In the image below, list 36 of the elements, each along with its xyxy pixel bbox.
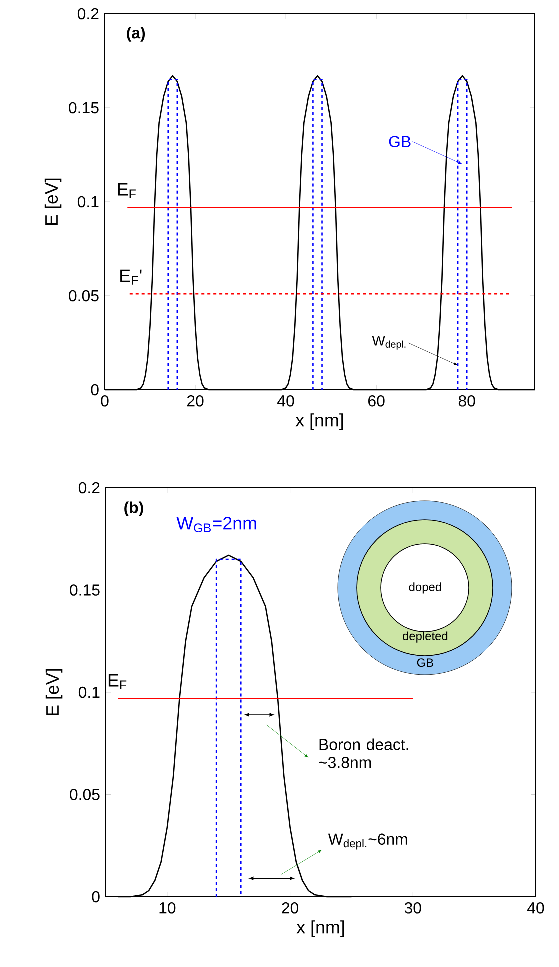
x-tick-label: 40 [527,902,544,914]
y-tick-label: 0.2 [78,482,100,494]
annotation: (b) [124,502,144,517]
annotation: W$_{GB}$=2nm [176,517,256,533]
x-tick-label: 60 [368,396,385,407]
x-tick-label: 0 [101,396,109,407]
y-tick-label: 0.05 [70,789,100,800]
x-tick-label: 10 [160,902,176,914]
annotation: W$_{depl.}$~6nm [328,834,408,850]
annotation: W$_{depl.}$ [372,336,406,350]
y-tick-label: 0 [92,891,100,903]
x-axis-title: x [nm] [296,414,344,430]
series-label: E$_{F}$' [120,270,142,285]
x-axis-title: x [nm] [296,920,344,938]
y-tick-label: 0.1 [78,686,100,698]
y-tick-label: 0.1 [78,196,99,208]
annotation: GB [417,658,434,668]
series-label: E$_{F}$ [108,674,127,690]
y-tick-label: 0.15 [69,102,99,114]
x-tick-label: 20 [187,396,204,407]
annotation: depleted [402,632,448,643]
annotation: GB [389,136,411,148]
x-tick-label: 20 [282,902,299,914]
annotation: doped [409,582,442,594]
y-tick-label: 0 [91,384,99,396]
y-tick-label: 0.05 [69,290,99,302]
y-axis-title: E [eV] [44,178,62,225]
x-tick-label: 40 [278,396,294,407]
y-tick-label: 0.15 [70,584,100,596]
annotation: (a) [127,27,146,42]
y-tick-label: 0.2 [78,8,99,20]
series-label: E$_{F}$ [118,183,136,198]
annotation: Boron deact. ~3.8nm [319,738,408,768]
y-axis-title: E [eV] [46,669,63,716]
x-tick-label: 80 [458,396,476,407]
x-tick-label: 30 [404,902,422,914]
